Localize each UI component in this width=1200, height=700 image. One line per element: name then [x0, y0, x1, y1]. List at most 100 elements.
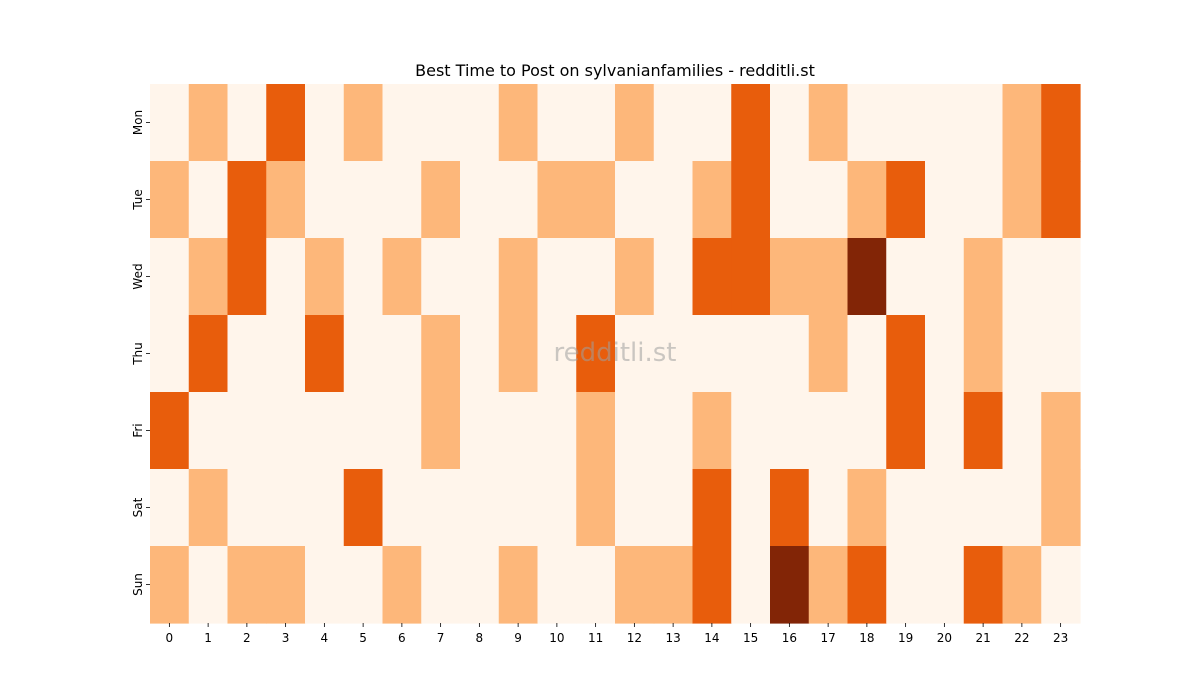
heatmap-cell-sun-17 — [808, 546, 849, 624]
x-tick-label: 19 — [898, 631, 913, 645]
heatmap-cell-fri-6 — [382, 392, 422, 470]
heatmap-cell-wed-5 — [343, 238, 384, 316]
heatmap-cell-fri-20 — [925, 392, 965, 470]
heatmap-cell-fri-4 — [305, 392, 345, 470]
heatmap-cell-mon-12 — [615, 84, 655, 162]
heatmap-cell-sun-20 — [925, 546, 965, 624]
heatmap-cell-sat-23 — [1041, 469, 1081, 547]
heatmap-cell-wed-16 — [770, 238, 810, 316]
x-tick-label: 0 — [166, 631, 174, 645]
heatmap-cell-thu-6 — [382, 315, 422, 393]
heatmap-cell-sat-0 — [150, 469, 190, 547]
heatmap-cell-wed-19 — [886, 238, 926, 316]
heatmap-cell-fri-10 — [537, 392, 577, 470]
heatmap-cell-thu-1 — [188, 315, 229, 393]
x-tick-label: 23 — [1053, 631, 1068, 645]
heatmap-cell-wed-21 — [963, 238, 1004, 316]
heatmap-cell-sun-6 — [382, 546, 422, 624]
heatmap-cell-tue-14 — [692, 161, 732, 239]
heatmap-cell-thu-10 — [537, 315, 577, 393]
heatmap-cell-sat-4 — [305, 469, 345, 547]
heatmap-cell-thu-20 — [925, 315, 965, 393]
heatmap-cell-mon-9 — [498, 84, 539, 162]
heatmap-cell-sat-17 — [808, 469, 849, 547]
y-axis: Mon Tue Wed Thu Fri Sat Sun — [131, 110, 150, 596]
heatmap-cell-mon-0 — [150, 84, 190, 162]
heatmap-cell-tue-5 — [343, 161, 384, 239]
heatmap-cell-tue-2 — [227, 161, 267, 239]
heatmap-cell-mon-7 — [421, 84, 461, 162]
heatmap-cell-tue-3 — [266, 161, 306, 239]
heatmap-cell-sat-12 — [615, 469, 655, 547]
heatmap-cell-sat-19 — [886, 469, 926, 547]
heatmap-cell-fri-9 — [498, 392, 539, 470]
heatmap-cell-sun-22 — [1002, 546, 1042, 624]
watermark: redditli.st — [554, 338, 677, 368]
y-tick-label: Mon — [131, 110, 145, 135]
heatmap-cells — [150, 84, 1081, 624]
heatmap-cell-wed-2 — [227, 238, 267, 316]
heatmap-cell-sat-14 — [692, 469, 732, 547]
x-tick-label: 16 — [782, 631, 797, 645]
heatmap-cell-mon-6 — [382, 84, 422, 162]
heatmap-cell-sun-21 — [963, 546, 1004, 624]
heatmap-cell-wed-15 — [731, 238, 771, 316]
x-tick-label: 12 — [627, 631, 642, 645]
heatmap-cell-wed-9 — [498, 238, 539, 316]
heatmap-cell-sun-2 — [227, 546, 267, 624]
heatmap-cell-tue-20 — [925, 161, 965, 239]
heatmap-cell-wed-13 — [653, 238, 694, 316]
heatmap-cell-sat-2 — [227, 469, 267, 547]
heatmap-cell-sat-20 — [925, 469, 965, 547]
heatmap-cell-tue-12 — [615, 161, 655, 239]
heatmap-cell-mon-2 — [227, 84, 267, 162]
heatmap-cell-sun-8 — [460, 546, 500, 624]
heatmap-cell-sun-18 — [847, 546, 887, 624]
heatmap-cell-sun-10 — [537, 546, 577, 624]
heatmap-cell-thu-5 — [343, 315, 384, 393]
heatmap-cell-fri-3 — [266, 392, 306, 470]
heatmap-cell-sat-7 — [421, 469, 461, 547]
heatmap-cell-sat-22 — [1002, 469, 1042, 547]
x-tick-label: 22 — [1014, 631, 1029, 645]
heatmap-cell-wed-20 — [925, 238, 965, 316]
heatmap-cell-sat-8 — [460, 469, 500, 547]
x-axis: 0 1 2 3 4 5 6 7 8 9 10 11 12 13 14 15 16 17 18 19 20 21 22 23 — [166, 623, 1068, 645]
heatmap-cell-thu-17 — [808, 315, 849, 393]
x-tick-label: 15 — [743, 631, 758, 645]
x-tick-label: 11 — [588, 631, 603, 645]
heatmap-cell-sun-11 — [576, 546, 616, 624]
x-tick-label: 7 — [437, 631, 445, 645]
heatmap-cell-wed-17 — [808, 238, 849, 316]
heatmap-cell-thu-8 — [460, 315, 500, 393]
heatmap-cell-mon-13 — [653, 84, 694, 162]
heatmap-cell-mon-8 — [460, 84, 500, 162]
heatmap-cell-fri-22 — [1002, 392, 1042, 470]
heatmap-cell-fri-2 — [227, 392, 267, 470]
heatmap-cell-sun-19 — [886, 546, 926, 624]
heatmap-cell-mon-20 — [925, 84, 965, 162]
heatmap-cell-sun-3 — [266, 546, 306, 624]
x-tick-label: 18 — [859, 631, 874, 645]
heatmap-cell-mon-16 — [770, 84, 810, 162]
x-tick-label: 21 — [975, 631, 990, 645]
y-tick-label: Thu — [131, 342, 145, 366]
heatmap-cell-sun-9 — [498, 546, 539, 624]
heatmap-cell-sun-15 — [731, 546, 771, 624]
heatmap-cell-mon-10 — [537, 84, 577, 162]
heatmap-cell-thu-19 — [886, 315, 926, 393]
heatmap-cell-mon-23 — [1041, 84, 1081, 162]
heatmap-cell-mon-3 — [266, 84, 306, 162]
heatmap-cell-mon-17 — [808, 84, 849, 162]
heatmap-cell-sat-11 — [576, 469, 616, 547]
x-tick-label: 17 — [820, 631, 835, 645]
x-tick-label: 9 — [514, 631, 522, 645]
heatmap-cell-sun-23 — [1041, 546, 1081, 624]
heatmap-cell-fri-13 — [653, 392, 694, 470]
heatmap-cell-mon-14 — [692, 84, 732, 162]
heatmap-cell-thu-4 — [305, 315, 345, 393]
heatmap-cell-fri-12 — [615, 392, 655, 470]
heatmap-cell-sat-1 — [188, 469, 229, 547]
x-tick-label: 20 — [937, 631, 952, 645]
